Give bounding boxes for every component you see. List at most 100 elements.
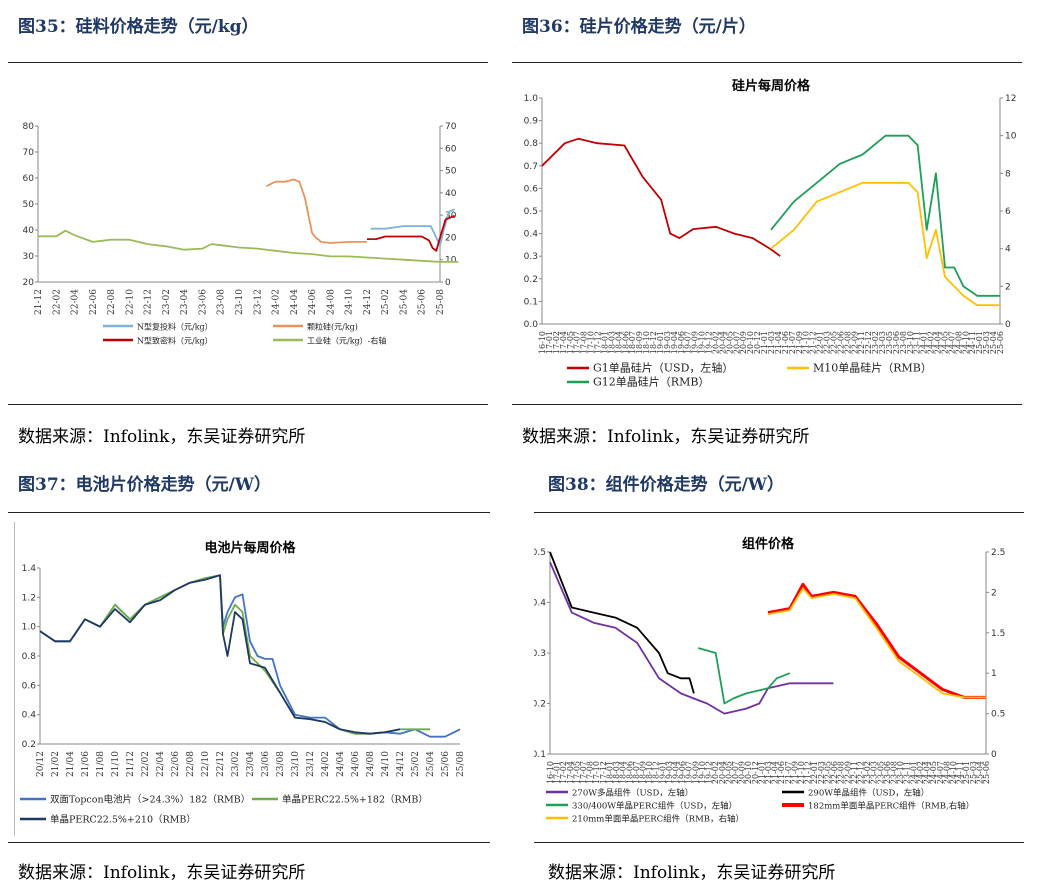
right-tick-label: 4 (1005, 245, 1011, 255)
x-tick-label: 25/06 (441, 751, 451, 777)
x-tick-label: 21/10 (111, 751, 121, 777)
right-tick-label: 10 (1005, 132, 1017, 142)
x-tick-label: 23-05 (885, 331, 894, 354)
left-tick-label: 0.6 (524, 184, 539, 194)
x-tick-label: 18-01 (605, 761, 614, 784)
x-tick-label: 19-10 (698, 761, 707, 784)
x-tick-label: 22-03 (817, 761, 826, 784)
fig38-title: 图38：组件价格走势（元/W） (548, 475, 784, 495)
fig35-top-rule (8, 62, 488, 63)
x-tick-label: 22/10 (201, 751, 211, 777)
x-tick-label: 25-04 (989, 331, 998, 354)
right-tick-label: 2 (1005, 282, 1011, 292)
x-tick-label: 19-06 (678, 761, 687, 784)
right-tick-label: 50 (445, 167, 457, 177)
left-tick-label: 1.2 (22, 593, 36, 603)
x-tick-label: 24-01 (920, 331, 929, 354)
x-tick-label: 23-04 (180, 289, 190, 315)
x-tick-label: 21/04 (66, 751, 76, 777)
fig36-chart: 硅片每周价格 1.0 0.9 0.8 0.7 0.6 0.5 0.4 0.3 0.2 0.1 0.0 1… (512, 70, 1022, 400)
left-tick-label: 0.4 (524, 230, 539, 240)
x-tick-label: 18-04 (614, 331, 623, 354)
x-tick-label: 24-01 (909, 761, 918, 784)
x-tick-label: 21-01 (760, 331, 769, 354)
series-line (770, 181, 1000, 307)
x-tick-label: 18-03 (612, 761, 621, 784)
x-tick-label: 24-07 (936, 761, 945, 784)
x-tick-label: 20-09 (738, 761, 747, 784)
left-tick-label: 40 (23, 226, 35, 236)
fig36-top-rule (512, 62, 1022, 63)
right-tick-label: 30 (445, 211, 457, 221)
left-tick-label: 0.4 (22, 711, 37, 721)
x-tick-label: 23/12 (306, 751, 316, 777)
x-tick-label: 22/04 (156, 751, 166, 777)
x-tick-label: 22-04 (71, 289, 81, 315)
left-tick-label: 0.3 (524, 252, 538, 262)
x-tick-label: 18-12 (652, 761, 661, 784)
left-tick-label: 0.2 (524, 275, 538, 285)
right-tick-label: 1 (991, 669, 997, 679)
x-tick-label: 24-02 (927, 331, 936, 354)
x-tick-label: 20-05 (724, 761, 733, 784)
left-tick-label: 0.6 (22, 681, 37, 691)
x-tick-label: 23-06 (883, 761, 892, 784)
x-tick-label: 23-03 (878, 331, 887, 354)
right-tick-label: 1.5 (991, 629, 1005, 639)
x-tick-label: 20/12 (36, 751, 46, 777)
left-tick-label: 60 (23, 174, 35, 184)
series-line (366, 214, 455, 252)
x-tick-label: 22-05 (823, 761, 832, 784)
legend-label: G12单晶硅片（RMB） (593, 376, 709, 389)
x-tick-label: 24-05 (929, 761, 938, 784)
legend-label: N型致密料（元/kg） (137, 336, 213, 346)
right-tick-label: 10 (445, 256, 457, 266)
fig37-title: 图37：电池片价格走势（元/W） (18, 475, 271, 495)
x-tick-label: 19-12 (705, 331, 714, 354)
left-tick-label: 30 (23, 252, 35, 262)
x-tick-label: 17-02 (559, 761, 568, 784)
x-tick-label: 20-02 (711, 331, 720, 354)
x-tick-label: 24-11 (956, 761, 965, 784)
x-tick-label: 25-08 (436, 289, 446, 315)
right-tick-label: 0.5 (991, 710, 1005, 720)
x-tick-label: 25-06 (418, 289, 428, 315)
x-tick-label: 25/08 (456, 751, 466, 777)
x-tick-label: 21-10 (802, 331, 811, 354)
left-tick-label: 0.8 (22, 652, 37, 662)
fig37-bottom-rule (8, 842, 490, 843)
x-tick-label: 18-06 (625, 761, 634, 784)
x-tick-label: 22/06 (171, 751, 181, 777)
series-line (266, 178, 367, 244)
x-tick-label: 25-04 (975, 761, 984, 784)
x-tick-label: 18-07 (632, 761, 641, 784)
x-tick-label: 24-04 (934, 331, 943, 354)
right-tick-label: 0 (991, 750, 997, 760)
x-tick-label: 24-02 (272, 289, 282, 315)
x-tick-label: 17-08 (586, 761, 595, 784)
left-tick-label: 0.0 (524, 320, 539, 330)
x-tick-label: 19-03 (663, 331, 672, 354)
fig38-chart: 组件价格 0.5 0.4 0.3 0.2 0.1 2.5 2 1.5 1 0.5 0 16-10 17-0… (534, 522, 1024, 838)
x-tick-label: 22-06 (836, 331, 845, 354)
x-tick-label: 17-02 (552, 331, 561, 354)
fig35-bottom-rule (8, 404, 488, 405)
fig35-source: 数据来源：Infolink，东吴证券研究所 (18, 427, 306, 447)
x-tick-label: 17-01 (545, 331, 554, 354)
chart-title: 硅片每周价格 (732, 78, 811, 94)
x-tick-label: 22-01 (810, 761, 819, 784)
x-tick-label: 18-03 (607, 331, 616, 354)
x-tick-label: 24/02 (321, 751, 331, 777)
x-tick-label: 24-08 (954, 331, 963, 354)
x-tick-label: 23-03 (870, 761, 879, 784)
chart-title: 组件价格 (742, 536, 795, 552)
fig38-top-rule (534, 512, 1024, 513)
series-line (767, 582, 986, 699)
x-tick-label: 19-07 (685, 761, 694, 784)
x-tick-label: 21-12 (809, 331, 818, 354)
x-tick-label: 22-06 (830, 761, 839, 784)
chart-svg: 电池片每周价格 1.4 1.2 1.0 0.8 0.6 0.4 0.220/12 21/02 21… (20, 540, 466, 826)
x-tick-label: 23-08 (890, 761, 899, 784)
series-line (39, 574, 430, 735)
x-tick-label: 18-10 (642, 331, 651, 354)
